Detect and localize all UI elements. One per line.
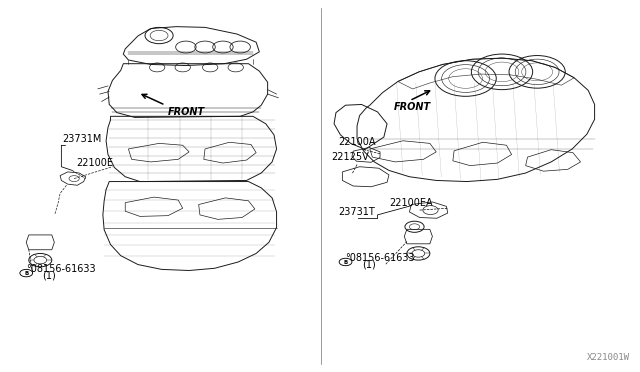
Text: 23731T: 23731T — [338, 207, 374, 217]
Text: 23731M: 23731M — [62, 135, 101, 144]
Text: B: B — [344, 260, 348, 265]
Text: 22100E: 22100E — [76, 158, 113, 168]
Text: B: B — [24, 271, 28, 276]
Text: X221001W: X221001W — [587, 353, 630, 362]
Text: (1): (1) — [42, 270, 56, 280]
Text: 22100A: 22100A — [338, 137, 376, 147]
Text: FRONT: FRONT — [394, 102, 431, 112]
Text: °08156-61633: °08156-61633 — [346, 253, 415, 263]
Text: °08156-61633: °08156-61633 — [26, 264, 96, 274]
Text: FRONT: FRONT — [168, 108, 205, 118]
Text: (1): (1) — [362, 259, 376, 269]
Text: 22100EA: 22100EA — [389, 198, 433, 208]
Text: 22125V: 22125V — [332, 152, 369, 162]
